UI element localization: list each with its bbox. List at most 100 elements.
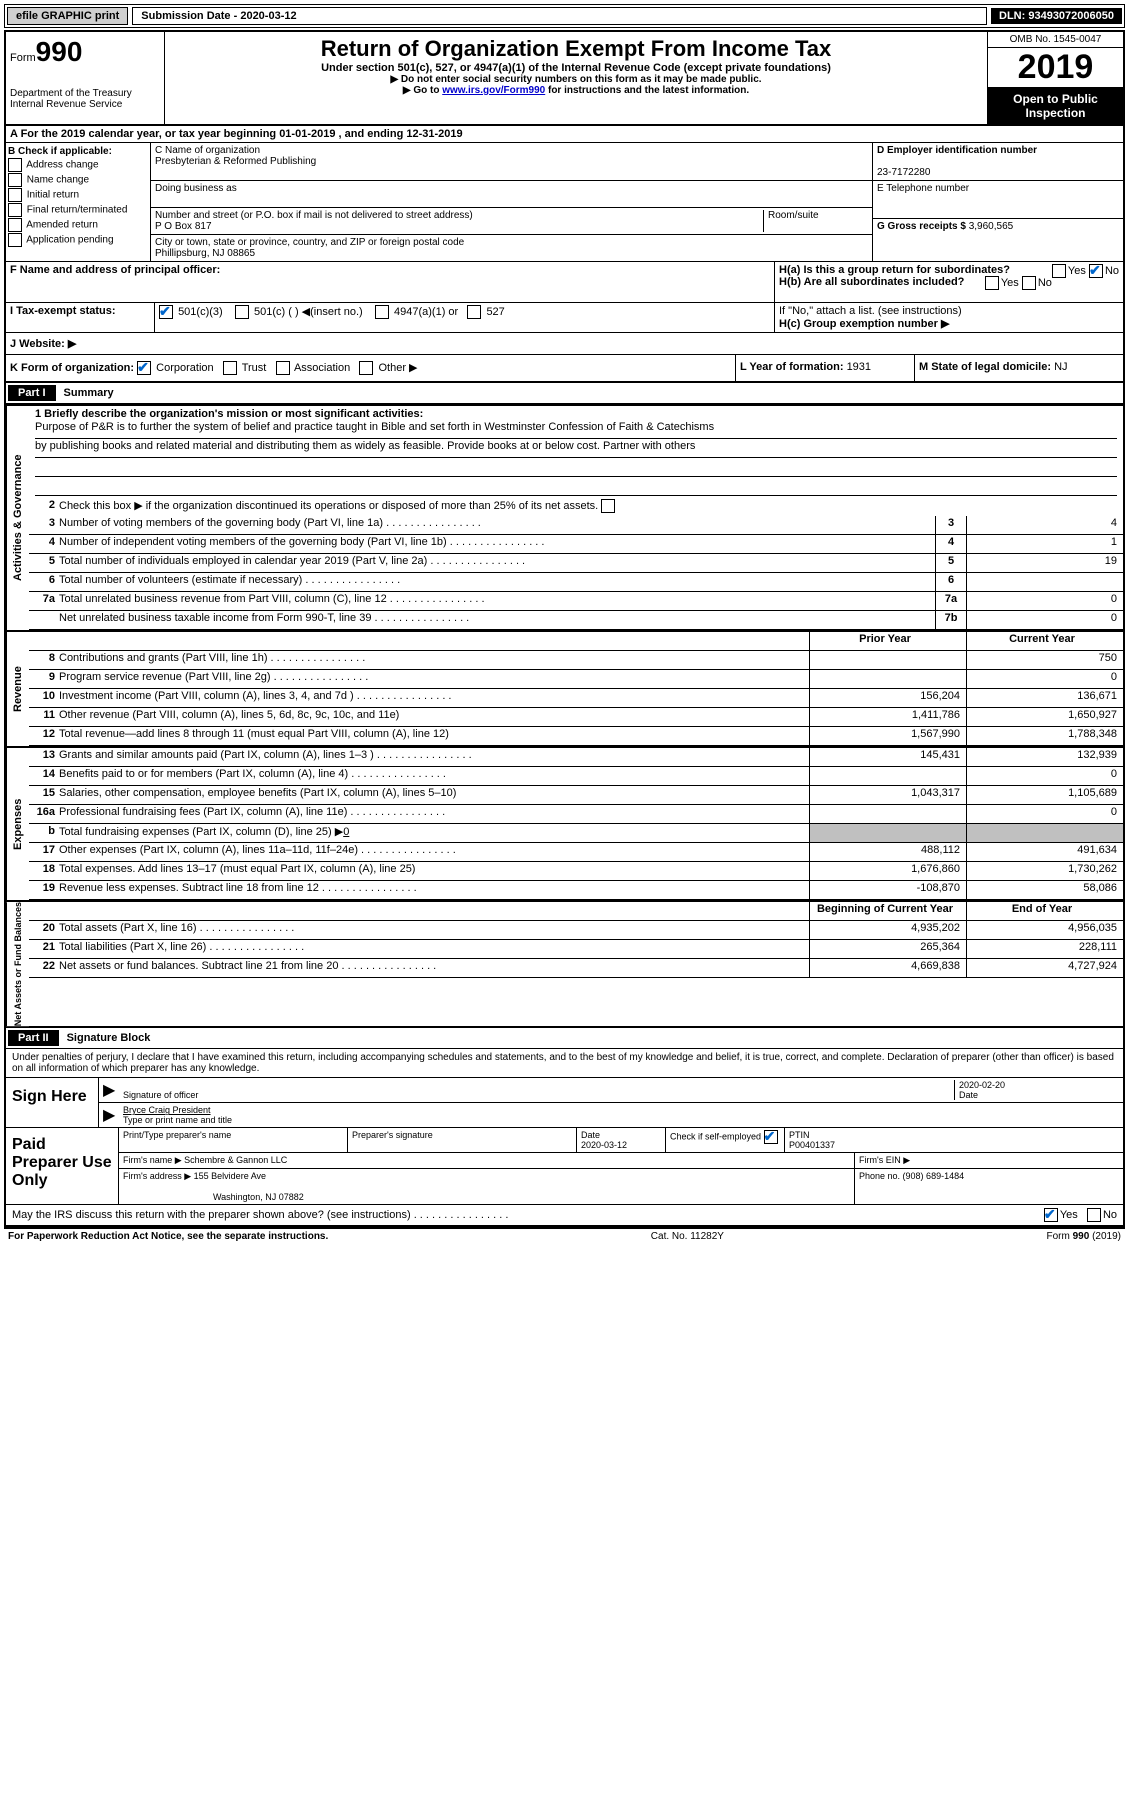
checkbox-pending[interactable] [8,233,22,247]
expenses-vlabel: Expenses [6,748,29,900]
firm-name: Schembre & Gannon LLC [184,1155,287,1165]
column-b: B Check if applicable: Address change Na… [6,143,151,261]
firm-name-label: Firm's name ▶ [123,1155,184,1165]
ein-value: 23-7172280 [877,167,1119,178]
prep-date-cell: Date2020-03-12 [577,1128,666,1152]
m-value: NJ [1054,361,1067,373]
p14 [809,767,966,785]
checkbox-4947[interactable] [375,305,389,319]
b-pending: Application pending [26,235,113,246]
p10: 156,204 [809,689,966,707]
discuss-no: No [1103,1209,1117,1221]
c16a: 0 [966,805,1123,823]
c10: 136,671 [966,689,1123,707]
checkbox-501c3[interactable] [159,305,173,319]
officer-name: Bryce Craig President [123,1105,211,1115]
mission-text2: by publishing books and related material… [35,439,1117,458]
checkbox-assoc[interactable] [276,361,290,375]
mission-blank2 [35,477,1117,496]
checkbox-corp[interactable] [137,361,151,375]
line12: Total revenue—add lines 8 through 11 (mu… [59,727,809,745]
line8: Contributions and grants (Part VIII, lin… [59,651,809,669]
checkbox-name[interactable] [8,173,22,187]
form-prefix: Form [10,52,36,64]
website-row: J Website: ▶ [6,333,1123,355]
p12: 1,567,990 [809,727,966,745]
name-label: Type or print name and title [123,1115,232,1125]
i-label: I Tax-exempt status: [6,303,155,332]
checkbox-initial[interactable] [8,188,22,202]
line17: Other expenses (Part IX, column (A), lin… [59,843,809,861]
efile-print-button[interactable]: efile GRAPHIC print [7,7,128,25]
b-final: Final return/terminated [27,205,128,216]
form-title: Return of Organization Exempt From Incom… [169,36,983,62]
checkbox-final[interactable] [8,203,22,217]
checkbox-discuss-yes[interactable] [1044,1208,1058,1222]
c15: 1,105,689 [966,786,1123,804]
l-year: L Year of formation: 1931 [735,355,914,381]
arrow-icon-2: ▶ [103,1105,123,1125]
phone-label: E Telephone number [877,183,1119,194]
line16a: Professional fundraising fees (Part IX, … [59,805,809,823]
penalty-text: Under penalties of perjury, I declare th… [6,1049,1123,1077]
c20: 4,956,035 [966,921,1123,939]
ha-label: H(a) Is this a group return for subordin… [779,264,1010,276]
prep-date-label: Date [581,1130,600,1140]
prep-sig-label: Preparer's signature [348,1128,577,1152]
i-4947: 4947(a)(1) or [394,306,458,318]
k-label: K Form of organization: [10,362,134,374]
section-fh: F Name and address of principal officer:… [6,262,1123,303]
header-right: OMB No. 1545-0047 2019 Open to Public In… [987,32,1123,124]
firm-phone: (908) 689-1484 [903,1171,965,1181]
ptin-value: P00401337 [789,1140,835,1150]
discuss-text: May the IRS discuss this return with the… [12,1209,1044,1221]
p8 [809,651,966,669]
mission-blank1 [35,458,1117,477]
omb-number: OMB No. 1545-0047 [988,32,1123,48]
hc-label: H(c) Group exemption number ▶ [779,318,949,330]
c13: 132,939 [966,748,1123,766]
c-city-cell: City or town, state or province, country… [151,235,872,261]
checkbox-address[interactable] [8,158,22,172]
netassets-body: Beginning of Current YearEnd of Year 20T… [29,902,1123,1026]
checkbox-selfemployed[interactable] [764,1130,778,1144]
checkbox-amended[interactable] [8,218,22,232]
irs-link[interactable]: www.irs.gov/Form990 [442,85,545,96]
firm-addr1: 155 Belvidere Ave [194,1171,266,1181]
line7b: Net unrelated business taxable income fr… [59,611,935,629]
checkbox-hb-yes[interactable] [985,276,999,290]
checkbox-trust[interactable] [223,361,237,375]
line6: Total number of volunteers (estimate if … [59,573,935,591]
part2-header: Part II Signature Block [6,1026,1123,1049]
val7b: 0 [966,611,1123,629]
l-value: 1931 [847,361,871,373]
checkbox-ha-no[interactable] [1089,264,1103,278]
checkbox-discuss-no[interactable] [1087,1208,1101,1222]
c18: 1,730,262 [966,862,1123,880]
p18: 1,676,860 [809,862,966,880]
checkbox-other[interactable] [359,361,373,375]
ha-yes: Yes [1068,265,1086,277]
line9: Program service revenue (Part VIII, line… [59,670,809,688]
firm-phone-cell: Phone no. (908) 689-1484 [855,1169,1123,1204]
checkbox-line2[interactable] [601,499,615,513]
checkbox-501c[interactable] [235,305,249,319]
i-options: 501(c)(3) 501(c) ( ) ◀(insert no.) 4947(… [155,303,775,332]
part1-header: Part I Summary [6,383,1123,404]
line14: Benefits paid to or for members (Part IX… [59,767,809,785]
checkbox-hb-no[interactable] [1022,276,1036,290]
p11: 1,411,786 [809,708,966,726]
discuss-options: Yes No [1044,1208,1117,1222]
checkbox-ha-yes[interactable] [1052,264,1066,278]
section-bcd: B Check if applicable: Address change Na… [6,143,1123,262]
column-d: D Employer identification number 23-7172… [873,143,1123,261]
hdr-begin: Beginning of Current Year [809,902,966,920]
checkbox-527[interactable] [467,305,481,319]
room-label: Room/suite [763,210,868,232]
form-header: Form990 Department of the Treasury Inter… [6,32,1123,126]
c11: 1,650,927 [966,708,1123,726]
instruction-1: ▶ Do not enter social security numbers o… [169,74,983,85]
i-501c: 501(c) ( ) ◀(insert no.) [254,306,363,318]
val6 [966,573,1123,591]
line13: Grants and similar amounts paid (Part IX… [59,748,809,766]
